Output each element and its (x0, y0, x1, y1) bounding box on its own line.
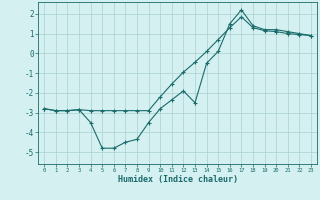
X-axis label: Humidex (Indice chaleur): Humidex (Indice chaleur) (118, 175, 238, 184)
